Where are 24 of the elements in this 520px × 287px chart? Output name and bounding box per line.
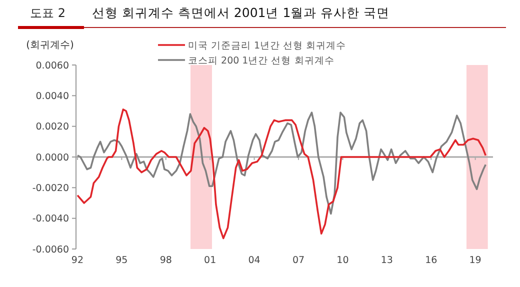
y-tick-label: -0.0060 <box>32 244 69 256</box>
x-tick-label: 95 <box>116 255 128 266</box>
y-tick-label: 0.0020 <box>36 122 69 133</box>
text: 도표 2 <box>30 6 66 20</box>
x-tick-label: 16 <box>425 255 438 266</box>
x-tick-label: 07 <box>292 255 305 266</box>
y-axis-title: (회귀계수) <box>26 40 74 51</box>
x-tick-label: 13 <box>380 255 393 266</box>
legend-label: 미국 기준금리 1년간 선형 회귀계수 <box>188 40 346 52</box>
y-tick-label: 0.0000 <box>36 152 69 164</box>
x-tick-label: 01 <box>204 255 216 266</box>
y-tick-label: 0.0060 <box>36 60 69 72</box>
chart-title: 선형 회귀계수 측면에서 2001년 1월과 유사한 국면 <box>92 5 390 20</box>
line-series <box>76 108 487 240</box>
y-tick-label: 0.0040 <box>36 90 69 102</box>
x-tick-label: 92 <box>71 255 84 266</box>
legend-label: 코스피 200 1년간 선형 회귀계수 <box>188 55 334 66</box>
y-tick-label: -0.0040 <box>32 214 69 225</box>
x-tick-label: 19 <box>469 255 482 266</box>
y-tick-label: -0.0020 <box>32 182 69 194</box>
x-tick-label: 98 <box>160 255 172 266</box>
x-tick-label: 10 <box>336 255 349 266</box>
x-tick-label: 04 <box>248 255 260 266</box>
line-series <box>76 112 487 215</box>
